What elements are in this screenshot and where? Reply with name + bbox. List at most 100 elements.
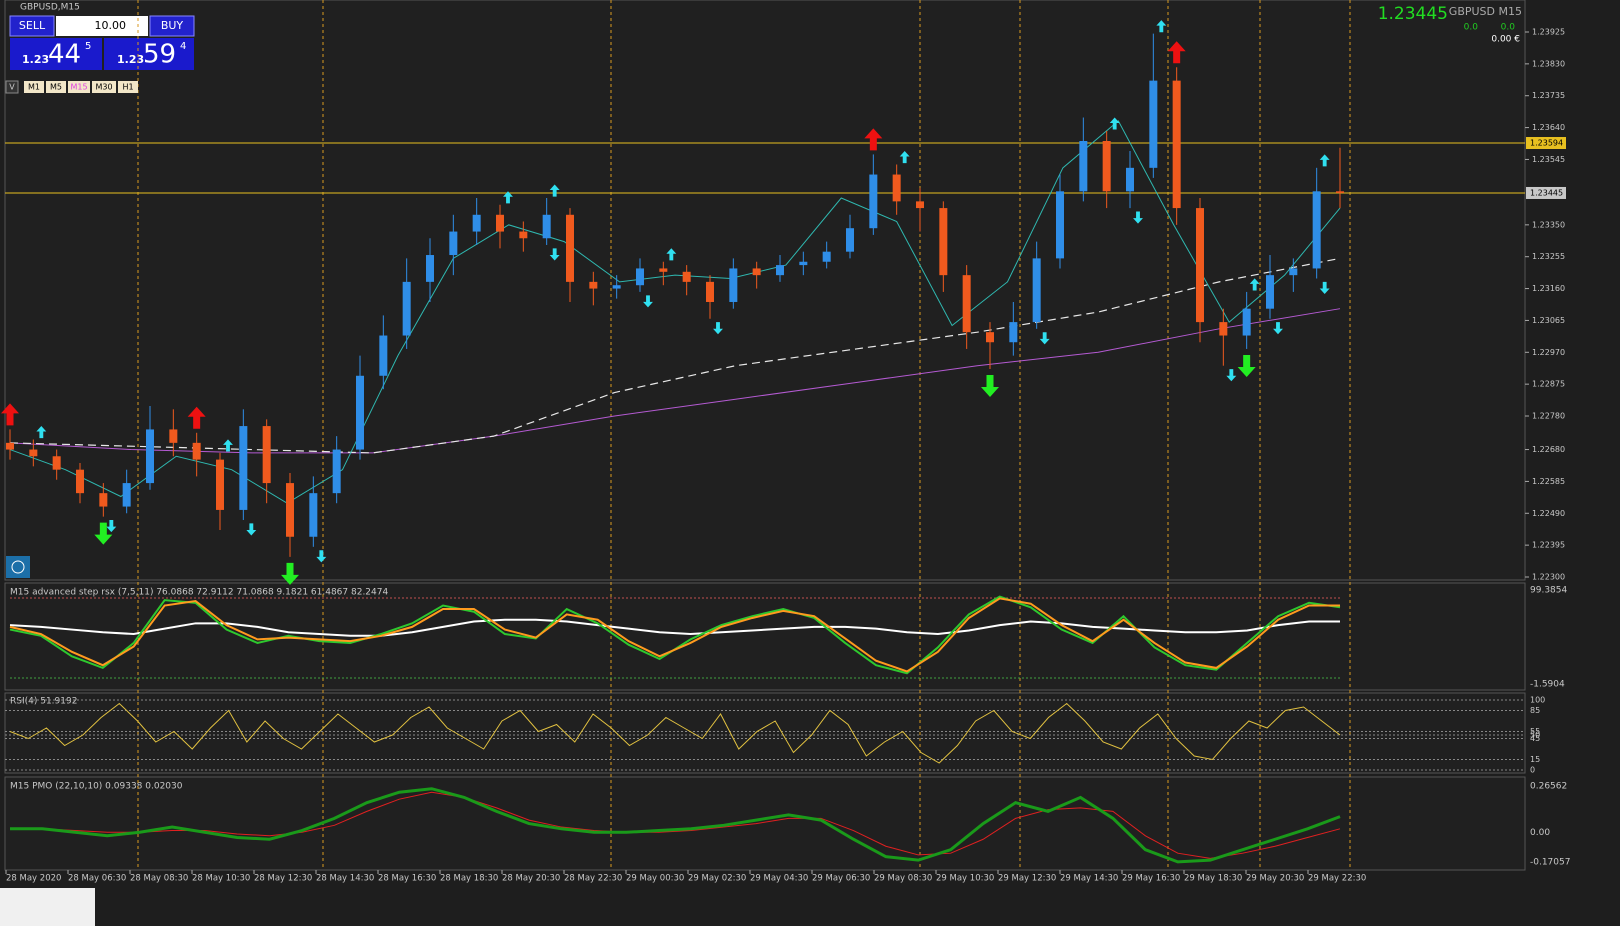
candle-body [6, 442, 14, 450]
candle-body [1149, 80, 1158, 168]
y-tick-label: 1.22680 [1532, 445, 1565, 454]
candle-body [146, 429, 154, 484]
signal-arrow [864, 128, 883, 151]
signal-arrow [1039, 332, 1050, 345]
rsi-line [9, 702, 1341, 764]
timeframe-label: M5 [50, 83, 62, 92]
candle-body [1009, 322, 1018, 343]
y-tick-label: 1.23255 [1532, 252, 1565, 261]
symbol-label: GBPUSD,M15 [20, 3, 80, 13]
candle-body [169, 429, 178, 443]
rsx-white [9, 618, 1340, 637]
mode-button[interactable] [5, 80, 19, 94]
candle-body [379, 335, 388, 376]
signal-arrow [713, 322, 723, 335]
signal-arrow [1273, 322, 1283, 335]
signal-arrow [1319, 154, 1330, 167]
sell-label: SELL [19, 19, 46, 32]
mode-label: V [9, 83, 15, 92]
candle-body [589, 281, 598, 289]
candle-body [916, 201, 924, 209]
signal-arrow [1237, 354, 1256, 377]
rsi-title: RSI(4) 51.9192 [10, 697, 77, 707]
bottom-tab[interactable] [0, 888, 95, 926]
signal-arrow [503, 191, 513, 204]
candle-body [472, 214, 481, 232]
pmo-pane [4, 776, 1526, 871]
pmo-zero: 0.00 [1530, 828, 1550, 838]
candle-body [496, 214, 504, 232]
candle-body [869, 174, 878, 229]
timeframe-label: M15 [70, 83, 87, 92]
signal-arrow [246, 523, 257, 536]
lots-input[interactable] [56, 16, 148, 36]
rsi-tick-label: 85 [1530, 706, 1540, 715]
pmo-green [10, 787, 1341, 864]
x-tick-label: 29 May 16:30 [1122, 874, 1180, 884]
candle-body [729, 268, 738, 302]
candle-body [542, 214, 551, 239]
x-tick-label: 28 May 22:30 [564, 874, 622, 884]
y-tick-label: 1.22300 [1532, 573, 1565, 582]
candle-body [752, 268, 761, 276]
timeframe-button[interactable] [92, 81, 116, 93]
bid-box[interactable] [10, 38, 102, 70]
timeframe-button[interactable] [68, 81, 90, 93]
signal-arrow [643, 295, 653, 308]
y-tick-label: 1.23065 [1532, 316, 1565, 325]
timeframe-button[interactable] [46, 81, 66, 93]
rsi-tick-label: 15 [1530, 755, 1540, 764]
rsi-tick-label: 55 [1530, 727, 1540, 736]
candle-body [1172, 80, 1181, 209]
candle-body [449, 231, 458, 256]
info-b: 0.0 [1501, 23, 1516, 33]
candle-body [892, 174, 901, 202]
timeframe-button[interactable] [118, 81, 138, 93]
x-tick-label: 28 May 2020 [6, 874, 61, 884]
x-tick-label: 29 May 22:30 [1308, 874, 1366, 884]
ma-fast [9, 120, 1341, 504]
x-tick-label: 28 May 14:30 [316, 874, 374, 884]
info-a: 0.0 [1464, 23, 1479, 33]
signal-arrow [223, 439, 233, 452]
rsi-tick-label: 50 [1530, 731, 1540, 740]
signal-arrow [1226, 369, 1237, 382]
pmo-bottom: -0.17057 [1530, 858, 1570, 868]
price-pane [4, 0, 1526, 581]
candle-body [519, 231, 528, 239]
ask-box[interactable] [104, 38, 194, 70]
candle-body [636, 268, 644, 286]
rsx-orange [9, 597, 1340, 673]
candle-body [1219, 322, 1228, 336]
last-price: 1.23445 [1378, 4, 1448, 24]
bid-big: 1.23 [22, 53, 49, 66]
ask-small: 4 [180, 41, 186, 52]
pmo-top: 0.26562 [1530, 782, 1567, 792]
y-tick-label: 1.23925 [1532, 28, 1565, 37]
candle-body [612, 285, 621, 289]
y-tick-label: 1.23640 [1532, 123, 1565, 132]
x-tick-label: 28 May 18:30 [440, 874, 498, 884]
lots-value: 10.00 [95, 19, 127, 32]
signal-arrow [1156, 20, 1167, 33]
candle-body [846, 228, 854, 252]
y-tick-label: 1.22875 [1532, 380, 1565, 389]
candle-body [1102, 141, 1111, 192]
signal-arrow [549, 248, 560, 261]
signal-arrow [549, 184, 560, 197]
crosshair-button[interactable] [6, 556, 30, 578]
crosshair-icon [11, 560, 25, 574]
x-tick-label: 29 May 14:30 [1060, 874, 1118, 884]
x-tick-label: 29 May 20:30 [1246, 874, 1304, 884]
y-tick-label: 1.23160 [1532, 284, 1565, 293]
timeframe-label: H1 [122, 83, 133, 92]
ask-main: 59 [143, 40, 176, 70]
x-tick-label: 29 May 08:30 [874, 874, 932, 884]
buy-button[interactable] [149, 15, 195, 37]
sell-button[interactable] [9, 15, 55, 37]
signal-arrow [1167, 41, 1186, 64]
x-tick-label: 28 May 10:30 [192, 874, 250, 884]
timeframe-label: M1 [28, 83, 40, 92]
timeframe-button[interactable] [24, 81, 44, 93]
balance: 0.00 € [1491, 35, 1520, 45]
